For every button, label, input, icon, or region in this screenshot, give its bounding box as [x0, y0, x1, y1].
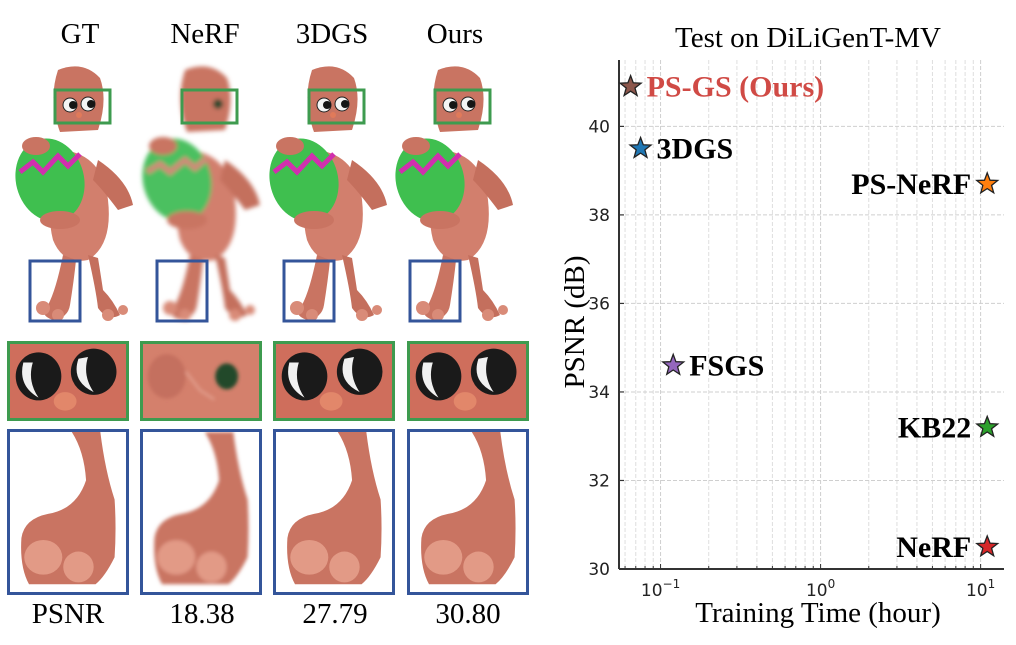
x-tick-label: 101: [966, 577, 995, 601]
eye-crop-ours: [407, 341, 529, 421]
x-tick-label: 10−1: [641, 577, 680, 601]
foot-crop-gt: [7, 429, 129, 595]
ticks: 30 32 34 36 38 40 10−1 100 101: [588, 117, 995, 601]
point-label-nerf: NeRF: [896, 531, 971, 564]
column-label-gt: GT: [60, 18, 100, 50]
point-star-3dgs: [628, 135, 653, 159]
point-label-fsgs: FSGS: [689, 349, 764, 382]
psnr-value-ours: 30.80: [435, 598, 501, 630]
grid: [619, 60, 1004, 570]
x-axis-label: Training Time (hour): [695, 597, 940, 629]
points: PS-GS (Ours) 3DGS PS-NeRF FSGS KB22 NeRF: [618, 71, 1000, 564]
y-axis-label: PSNR (dB): [560, 256, 591, 389]
point-label-ps-nerf: PS-NeRF: [851, 168, 971, 201]
point-star-kb22: [975, 414, 1000, 438]
bunny-render-3dgs: [262, 60, 392, 325]
point-star-ps-nerf: [975, 171, 1000, 195]
chart-svg: Test on DiLiGenT-MV 30 32 34 36 38 40 10−1 100 1…: [559, 22, 1004, 629]
column-label-3dgs: 3DGS: [295, 18, 369, 50]
foot-crop-ours: [407, 429, 529, 595]
y-tick-label: 38: [588, 206, 610, 226]
y-tick-label: 36: [588, 294, 610, 314]
y-tick-label: 34: [588, 383, 610, 403]
point-star-nerf: [975, 534, 1000, 558]
eye-crop-3dgs: [273, 341, 395, 421]
point-star-fsgs: [661, 352, 686, 376]
psnr-label: PSNR: [31, 598, 105, 630]
y-tick-label: 40: [588, 117, 610, 137]
foot-crop-nerf: [140, 429, 262, 595]
axes: [618, 60, 1004, 570]
point-label-kb22: KB22: [898, 411, 971, 444]
bunny-render-gt: [8, 60, 138, 325]
y-tick-label: 32: [588, 471, 610, 491]
psnr-value-nerf: 18.38: [169, 598, 235, 630]
y-tick-label: 30: [588, 560, 610, 580]
column-label-ours: Ours: [426, 18, 484, 50]
point-label-3dgs: 3DGS: [657, 133, 734, 166]
x-tick-label: 100: [806, 577, 835, 601]
psnr-value-3dgs: 27.79: [302, 598, 368, 630]
chart-title: Test on DiLiGenT-MV: [675, 22, 941, 54]
eye-crop-nerf: [140, 341, 262, 421]
eye-crop-gt: [7, 341, 129, 421]
point-star-ps-gs-ours: [618, 73, 643, 98]
foot-crop-3dgs: [273, 429, 395, 595]
point-label-ps-gs-ours: PS-GS (Ours): [647, 71, 825, 104]
scatter-chart: Test on DiLiGenT-MV 30 32 34 36 38 40 10−1 100 1…: [559, 0, 1016, 640]
bunny-render-nerf: [135, 60, 265, 325]
bunny-render-ours: [388, 60, 518, 325]
column-label-nerf: NeRF: [170, 18, 240, 50]
